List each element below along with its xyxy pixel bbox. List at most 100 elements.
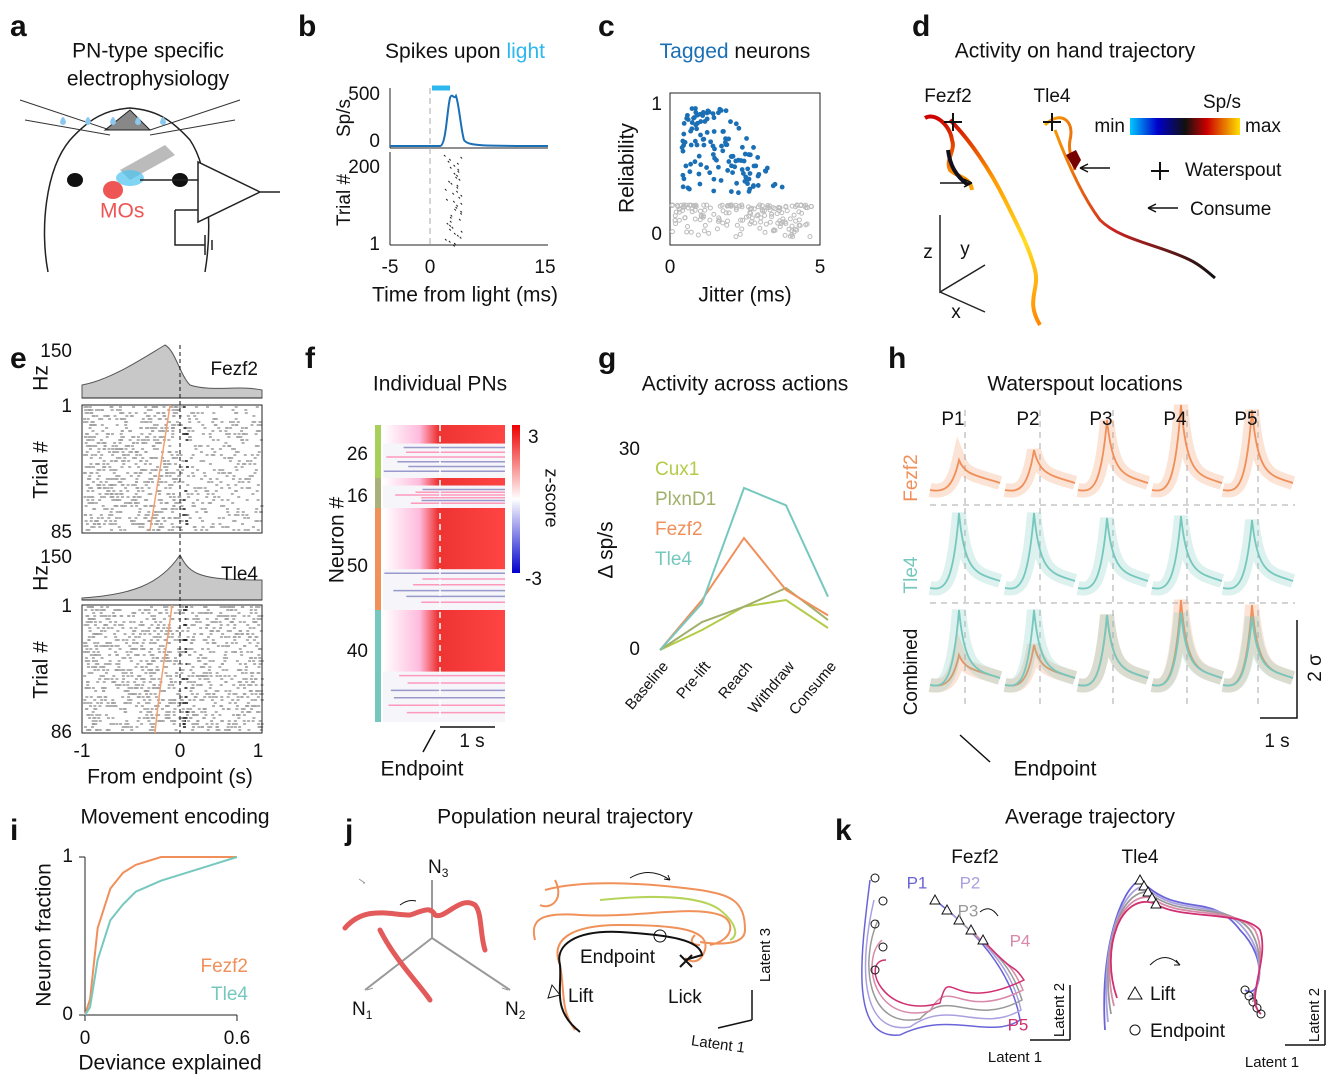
axis-base: N <box>352 999 366 1020</box>
dot <box>711 115 717 121</box>
title: Tagged neurons <box>660 40 811 63</box>
trace <box>1222 519 1294 590</box>
dot <box>725 218 731 224</box>
spike <box>460 230 463 233</box>
dot <box>739 226 745 232</box>
axis-label: Jitter (ms) <box>698 284 791 307</box>
trace <box>1004 609 1076 687</box>
dot <box>734 180 740 186</box>
dot <box>694 142 700 148</box>
axis-label: N1 <box>352 999 373 1022</box>
dot <box>701 228 707 234</box>
endpoint-marker <box>870 965 880 975</box>
lift-marker <box>1150 897 1162 909</box>
spike <box>443 154 446 157</box>
dot <box>747 171 753 176</box>
axis-label: Latent 3 <box>757 928 774 982</box>
series-line <box>659 536 829 651</box>
title: electrophysiology <box>67 68 230 91</box>
dot <box>739 144 745 150</box>
dot <box>669 203 675 209</box>
dot <box>730 170 735 175</box>
dot <box>689 106 695 112</box>
spike <box>449 166 452 169</box>
spike <box>454 208 457 211</box>
dot <box>762 229 768 235</box>
location-label: P2 <box>1016 409 1039 430</box>
axis-label: y <box>960 239 970 260</box>
dot <box>772 227 778 233</box>
panel-letter: g <box>598 342 616 375</box>
group-count: 50 <box>347 556 368 577</box>
dot <box>701 202 707 208</box>
axis-base: N <box>428 857 442 878</box>
dot <box>673 221 679 227</box>
dot <box>804 205 810 211</box>
trajectory <box>1109 901 1264 1015</box>
dot <box>779 210 785 216</box>
dot <box>733 202 739 208</box>
spike <box>450 214 453 217</box>
legend-label: Tle4 <box>211 984 248 1005</box>
spike <box>447 160 450 163</box>
label: Tle4 <box>221 564 258 585</box>
series-line <box>84 856 238 1016</box>
dot <box>701 142 707 148</box>
dot <box>681 121 687 126</box>
tick-label: 5 <box>815 257 826 278</box>
dot <box>783 203 789 209</box>
spike <box>459 212 463 215</box>
region-label: MOs <box>100 200 144 223</box>
legend-label: PlxnD1 <box>655 489 716 510</box>
group-count: 40 <box>347 641 368 662</box>
tick-label: 0 <box>175 741 186 762</box>
dot <box>719 143 724 149</box>
dot <box>698 132 703 138</box>
dot <box>755 212 761 218</box>
trajectory <box>1105 885 1261 1023</box>
axis-label: Neuron # <box>326 496 349 583</box>
title-highlight: Tagged <box>660 40 729 63</box>
dot <box>705 108 711 114</box>
axis-label: Trial # <box>30 441 53 499</box>
dot <box>701 136 707 142</box>
dot <box>696 171 702 177</box>
axes-glyph <box>939 215 986 313</box>
latent-axes <box>1030 985 1326 1046</box>
colorbar-label: z-score <box>541 468 561 527</box>
heatmap-block <box>383 425 505 444</box>
dot <box>711 176 717 182</box>
legend-marks <box>1129 1024 1141 1036</box>
legend-label: Tle4 <box>655 549 692 570</box>
tick-label: -5 <box>382 257 399 278</box>
tick-label: 0 <box>369 131 380 152</box>
dot <box>733 234 739 240</box>
group-count: 16 <box>347 486 368 507</box>
location-label: P4 <box>1010 931 1031 950</box>
legend-label: Waterspout <box>1185 160 1282 181</box>
location-label: P1 <box>907 873 928 892</box>
spike <box>455 190 459 193</box>
dot <box>733 158 739 164</box>
colorbar-label: min <box>1094 116 1125 137</box>
dot <box>746 176 752 182</box>
latent-axes <box>717 990 753 1029</box>
dot <box>694 126 700 132</box>
trace <box>1004 512 1076 590</box>
spike <box>449 220 452 223</box>
dot <box>695 120 700 126</box>
dot <box>716 110 721 116</box>
scatter <box>669 106 814 240</box>
location-label: P3 <box>958 901 979 920</box>
x-tick-label: Reach <box>715 658 756 702</box>
axis-label: Neuron fraction <box>33 863 56 1007</box>
tick-label: 150 <box>40 341 72 362</box>
dot <box>712 146 717 152</box>
dot <box>755 155 761 160</box>
axis-label: Latent 1 <box>988 1049 1042 1066</box>
dot <box>739 167 745 172</box>
trace-band <box>928 436 1003 498</box>
axis-sub: 1 <box>366 1008 373 1022</box>
dot <box>777 224 783 230</box>
dot <box>711 129 717 134</box>
